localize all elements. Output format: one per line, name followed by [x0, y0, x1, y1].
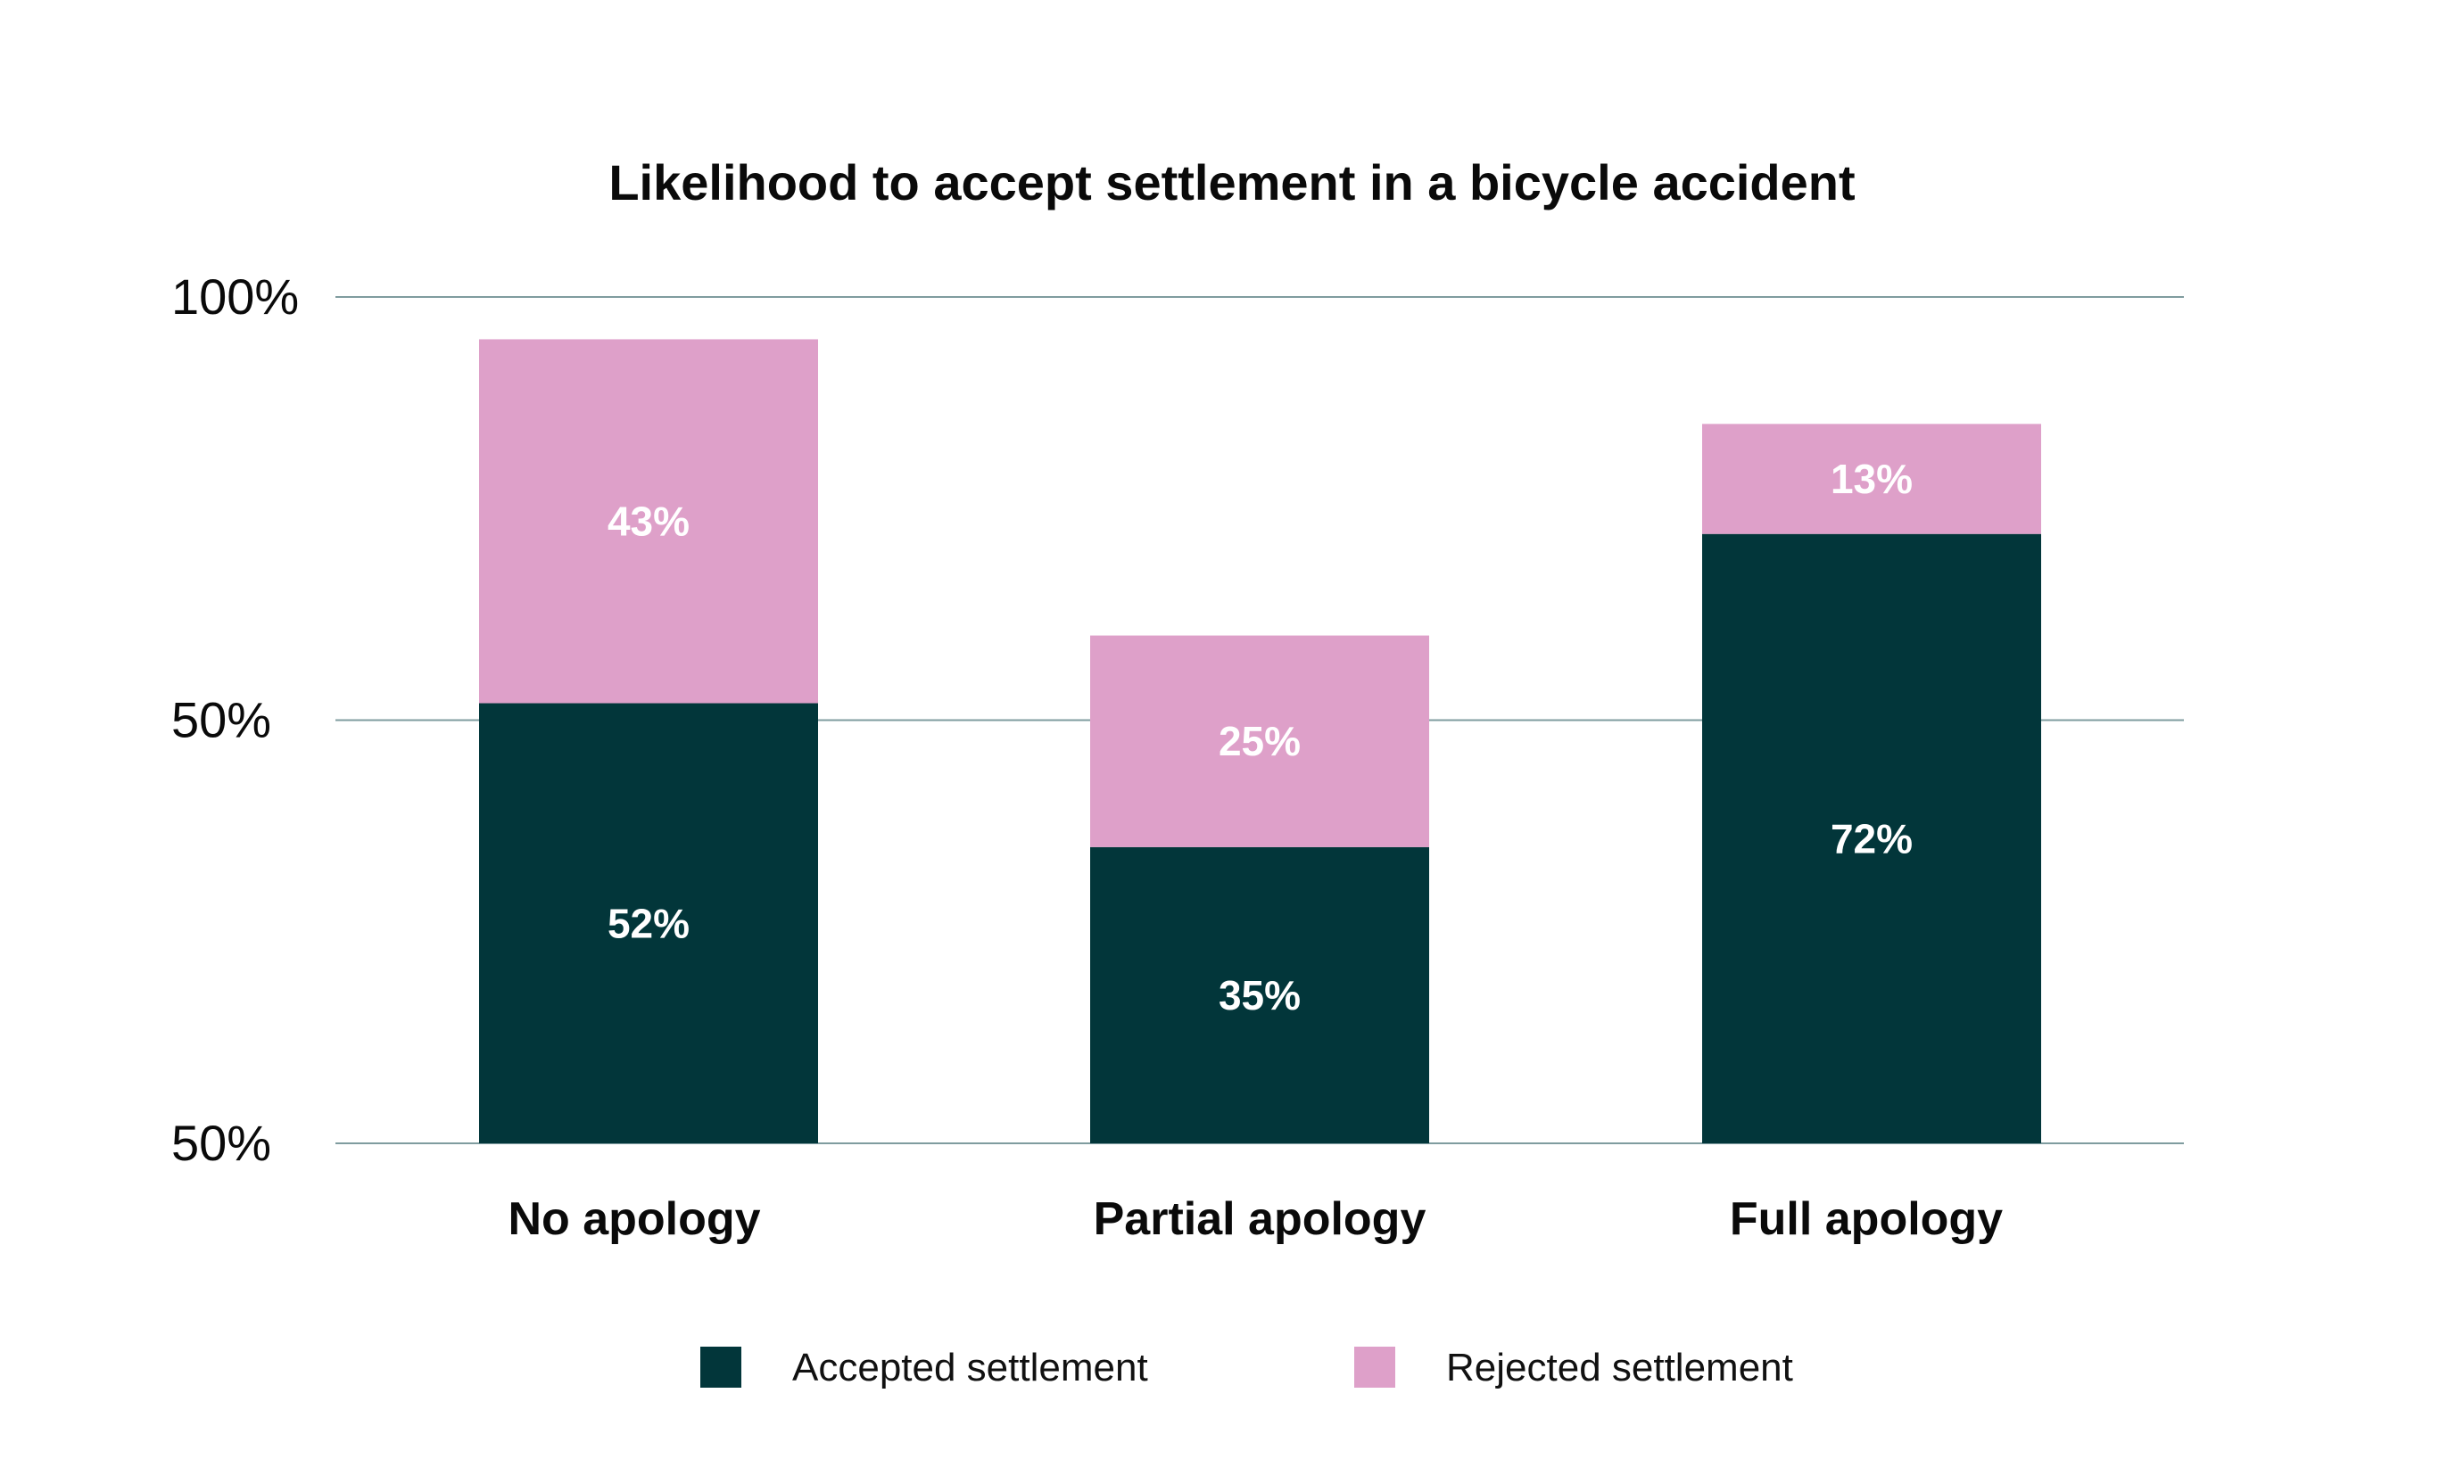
data-label-rejected-2: 13% — [1831, 456, 1913, 502]
chart-title: Likelihood to accept settlement in a bic… — [608, 154, 1856, 210]
legend-swatch-accepted — [700, 1347, 741, 1388]
axes: 100% 50% 50% No apology Partial apology Full … — [171, 268, 2003, 1245]
x-category-label-0: No apology — [508, 1193, 760, 1245]
data-label-accepted-2: 72% — [1831, 815, 1913, 862]
x-category-label-2: Full apology — [1730, 1193, 2003, 1245]
x-category-label-1: Partial apology — [1094, 1193, 1426, 1245]
bar-rejected-1 — [1090, 635, 1429, 847]
bar-rejected-0 — [479, 339, 818, 704]
bar-rejected-2 — [1702, 424, 2041, 534]
legend-swatch-rejected — [1354, 1347, 1395, 1388]
y-tick-label-1: 50% — [171, 692, 271, 748]
data-label-rejected-0: 43% — [608, 498, 690, 544]
bar-accepted-1 — [1090, 846, 1429, 1143]
data-label-rejected-1: 25% — [1219, 718, 1301, 764]
bar-accepted-2 — [1702, 533, 2041, 1143]
bars — [479, 339, 2041, 1143]
y-tick-label-2: 50% — [171, 1115, 271, 1171]
bar-accepted-0 — [479, 703, 818, 1143]
legend-label-accepted: Accepted settlement — [792, 1346, 1148, 1389]
data-label-accepted-1: 35% — [1219, 972, 1301, 1018]
data-labels: 52% 43% 35% 25% 72% 13% — [608, 456, 1913, 1018]
legend-label-rejected: Rejected settlement — [1446, 1346, 1793, 1389]
y-tick-label-0: 100% — [171, 268, 299, 325]
legend: Accepted settlement Rejected settlement — [0, 1342, 2464, 1396]
data-label-accepted-0: 52% — [608, 900, 690, 946]
